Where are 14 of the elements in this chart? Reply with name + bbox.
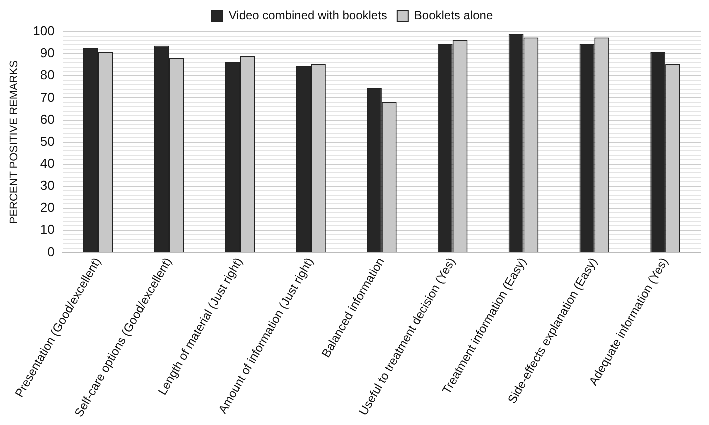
y-tick-label: 30	[40, 178, 55, 194]
y-tick-label: 90	[40, 46, 55, 61]
y-tick-label: 80	[40, 68, 55, 83]
legend-label: Video combined with booklets	[228, 8, 388, 22]
y-axis-title: PERCENT POSITIVE REMARKS	[8, 60, 21, 224]
y-tick-label: 60	[40, 112, 55, 127]
y-tick-label: 40	[40, 156, 55, 171]
legend-label: Booklets alone	[414, 8, 494, 22]
y-tick-label: 70	[40, 90, 55, 105]
y-tick-label: 50	[40, 134, 55, 149]
y-tick-label: 100	[33, 24, 55, 39]
y-tick-label: 0	[48, 244, 55, 260]
y-tick-label: 20	[40, 200, 55, 216]
y-tick-label: 10	[40, 222, 55, 238]
